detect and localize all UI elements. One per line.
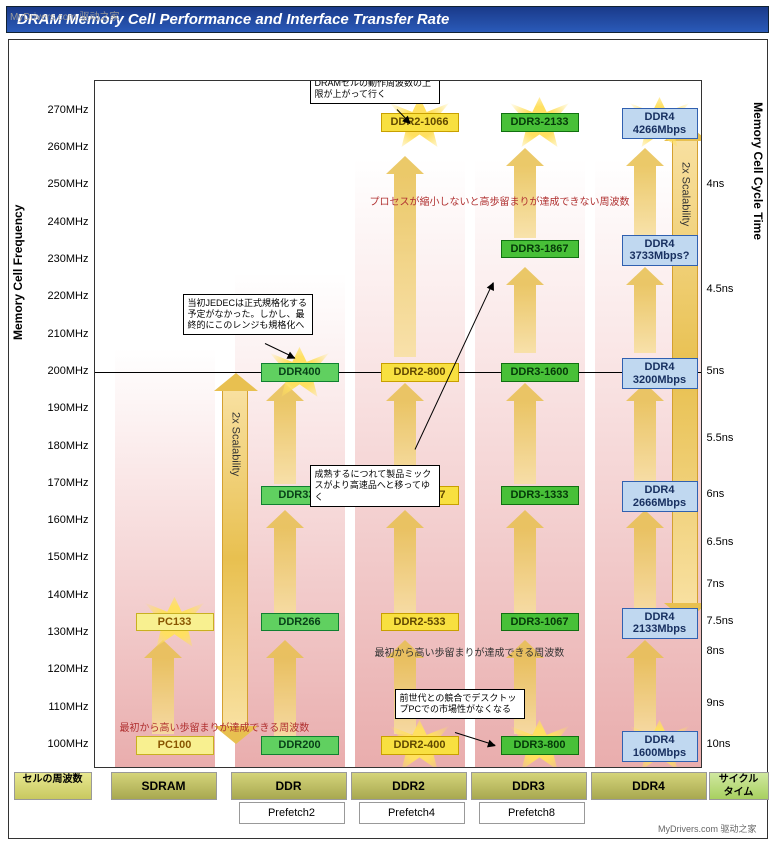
title-bar: DRAM Memory Cell Performance and Interfa…	[6, 6, 769, 33]
plot-area: 2x Scalability2x ScalabilityPC100PC133DD…	[94, 80, 702, 768]
annotation: プロセスが縮小しないと高歩留まりが達成できない周波数	[370, 193, 630, 208]
dram-box: DDR2-1066	[381, 113, 459, 132]
ytick-left: 130MHz	[39, 626, 89, 638]
ytick-left: 260MHz	[39, 141, 89, 153]
ytick-left: 150MHz	[39, 551, 89, 563]
ytick-right: 7.5ns	[707, 615, 752, 627]
ytick-right: 8ns	[707, 645, 752, 657]
x-header: DDR2	[351, 772, 467, 800]
y-axis-left-label: Memory Cell Frequency	[11, 205, 25, 340]
x-header: DDR4	[591, 772, 707, 800]
ytick-left: 140MHz	[39, 589, 89, 601]
dram-box: PC133	[136, 613, 214, 632]
ytick-left: 190MHz	[39, 402, 89, 414]
ytick-left: 240MHz	[39, 216, 89, 228]
ytick-left: 170MHz	[39, 477, 89, 489]
ytick-right: 10ns	[707, 738, 752, 750]
up-arrow	[514, 285, 536, 353]
ytick-right: 7ns	[707, 578, 752, 590]
ytick-left: 120MHz	[39, 663, 89, 675]
watermark-bottom: MyDrivers.com 驱动之家	[658, 822, 757, 835]
ytick-left: 200MHz	[39, 365, 89, 377]
up-arrow	[634, 285, 656, 353]
up-arrow	[634, 166, 656, 238]
dram-box: DDR43733Mbps?	[622, 235, 698, 266]
callout: DRAMセルの動作周波数の上限が上がって行く	[310, 80, 440, 104]
x-header-cycle: サイクルタイム	[709, 772, 769, 800]
dram-box: DDR42133Mbps	[622, 608, 698, 639]
callout: 成熟するにつれて製品ミックスがより高速品へと移ってゆく	[310, 465, 440, 507]
ytick-left: 230MHz	[39, 253, 89, 265]
ytick-left: 210MHz	[39, 328, 89, 340]
prefetch-label: Prefetch4	[359, 802, 465, 824]
up-arrow	[274, 401, 296, 484]
x-header: DDR	[231, 772, 347, 800]
dram-box: DDR3-800	[501, 736, 579, 755]
dram-box: DDR3-1067	[501, 613, 579, 632]
chart: Memory Cell Frequency Memory Cell Cycle …	[8, 39, 768, 839]
ytick-left: 100MHz	[39, 738, 89, 750]
dram-box: DDR3-1333	[501, 486, 579, 505]
ytick-left: 220MHz	[39, 290, 89, 302]
dram-box: DDR2-400	[381, 736, 459, 755]
callout: 前世代との競合でデスクトップPCでの市場性がなくなる	[395, 689, 525, 720]
up-arrow	[514, 528, 536, 614]
ytick-left: 160MHz	[39, 514, 89, 526]
dram-box: DDR2-533	[381, 613, 459, 632]
watermark-top: MyDrivers.com 驱动之家	[10, 8, 119, 23]
annotation: 最初から高い歩留まりが達成できる周波数	[120, 719, 310, 734]
y-axis-right-label: Memory Cell Cycle Time	[751, 102, 765, 240]
dram-box: DDR44266Mbps	[622, 108, 698, 139]
up-arrow	[274, 528, 296, 618]
dram-box: DDR41600Mbps	[622, 731, 698, 762]
up-arrow	[634, 401, 656, 484]
up-arrow	[634, 658, 656, 733]
callout: 当初JEDECは正式規格化する予定がなかった。しかし、最終的にこのレンジも規格化…	[183, 294, 313, 336]
ytick-left: 180MHz	[39, 440, 89, 452]
dram-box: DDR3-1867	[501, 240, 579, 259]
dram-box: DDR3-1600	[501, 363, 579, 382]
x-header: DDR3	[471, 772, 587, 800]
up-arrow	[394, 528, 416, 614]
dram-box: DDR42666Mbps	[622, 481, 698, 512]
prefetch-label: Prefetch2	[239, 802, 345, 824]
ytick-right: 5.5ns	[707, 432, 752, 444]
dram-box: DDR200	[261, 736, 339, 755]
dram-box: PC100	[136, 736, 214, 755]
up-arrow	[514, 401, 536, 484]
ytick-right: 9ns	[707, 697, 752, 709]
dram-box: DDR400	[261, 363, 339, 382]
dram-box: DDR3-2133	[501, 113, 579, 132]
ytick-right: 4.5ns	[707, 283, 752, 295]
x-header-freq: セルの周波数	[14, 772, 92, 800]
ytick-right: 5ns	[707, 365, 752, 377]
ytick-left: 110MHz	[39, 701, 89, 713]
ytick-right: 4ns	[707, 178, 752, 190]
ytick-right: 6.5ns	[707, 536, 752, 548]
ytick-left: 270MHz	[39, 104, 89, 116]
annotation: 最初から高い歩留まりが達成できる周波数	[375, 644, 565, 659]
ytick-left: 250MHz	[39, 178, 89, 190]
dram-box: DDR266	[261, 613, 339, 632]
ytick-right: 6ns	[707, 488, 752, 500]
x-header: SDRAM	[111, 772, 217, 800]
up-arrow	[634, 528, 656, 614]
prefetch-label: Prefetch8	[479, 802, 585, 824]
dram-box: DDR43200Mbps	[622, 358, 698, 389]
